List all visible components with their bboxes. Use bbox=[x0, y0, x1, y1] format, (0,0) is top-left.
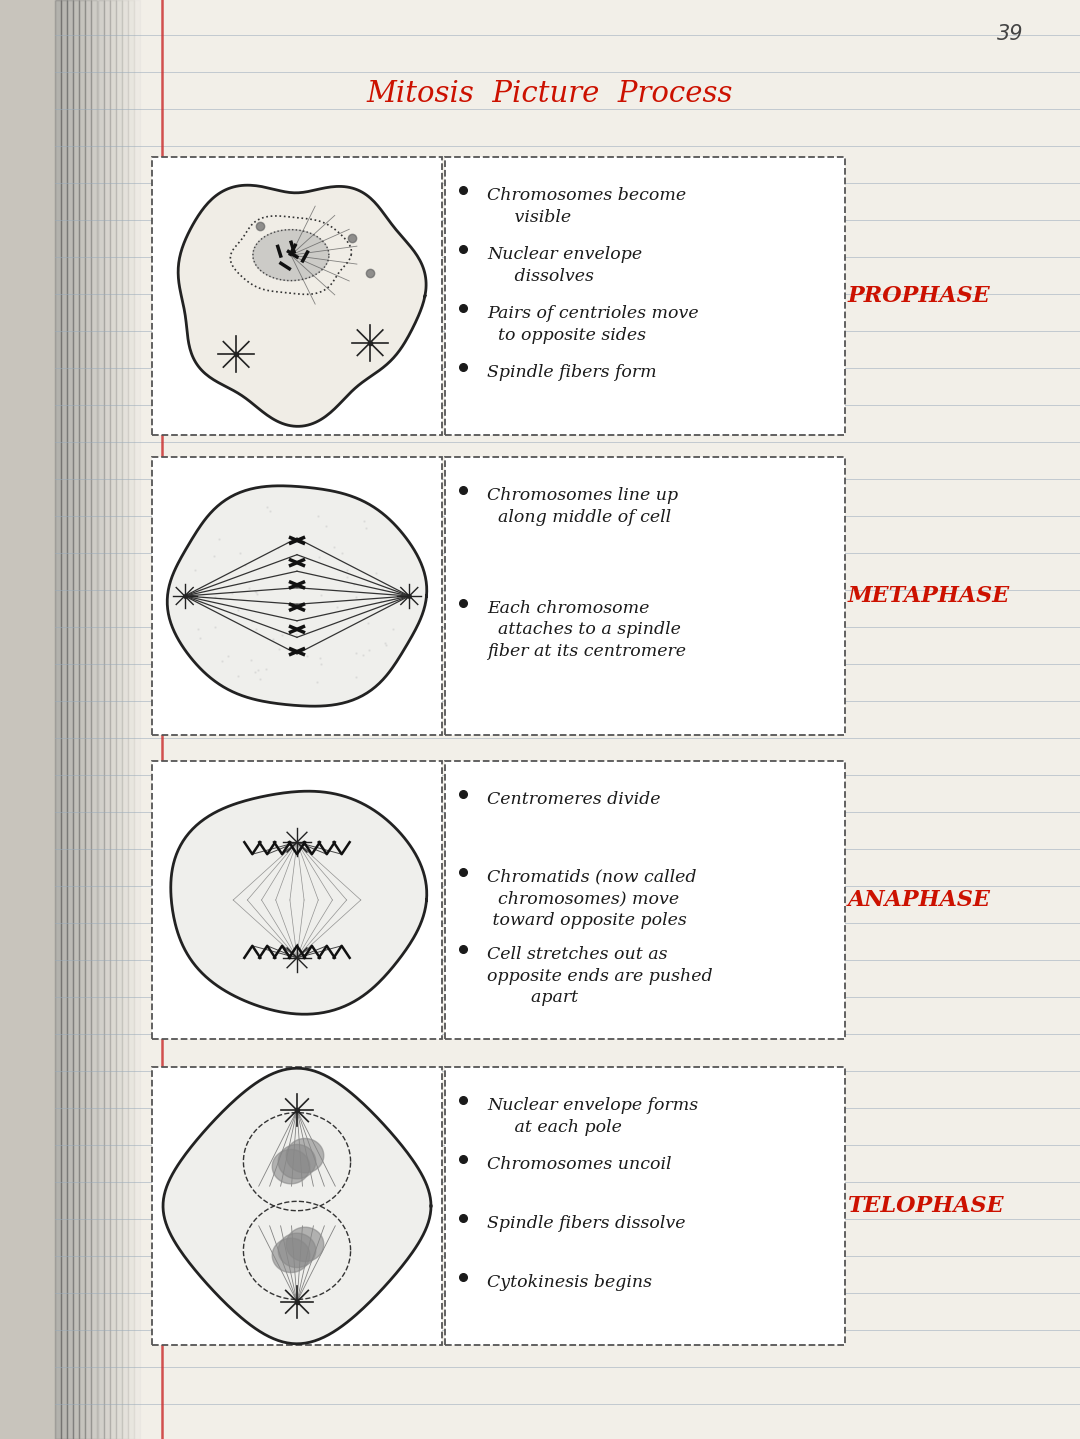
Bar bbox=[134, 0, 140, 1439]
Text: ANAPHASE: ANAPHASE bbox=[848, 889, 991, 911]
Polygon shape bbox=[178, 186, 427, 426]
Bar bbox=[92, 0, 97, 1439]
Bar bbox=[152, 1066, 442, 1345]
Bar bbox=[152, 761, 442, 1039]
Bar bbox=[122, 0, 127, 1439]
Bar bbox=[152, 157, 442, 435]
Text: Chromatids (now called
  chromosomes) move
 toward opposite poles: Chromatids (now called chromosomes) move… bbox=[487, 869, 697, 928]
Text: Cytokinesis begins: Cytokinesis begins bbox=[487, 1274, 652, 1291]
Bar bbox=[67, 0, 73, 1439]
Text: Each chromosome
  attaches to a spindle
fiber at its centromere: Each chromosome attaches to a spindle fi… bbox=[487, 600, 686, 661]
Text: Chromosomes uncoil: Chromosomes uncoil bbox=[487, 1156, 672, 1173]
Text: Nuclear envelope
     dissolves: Nuclear envelope dissolves bbox=[487, 246, 643, 285]
Bar bbox=[104, 0, 109, 1439]
Text: Chromosomes line up
  along middle of cell: Chromosomes line up along middle of cell bbox=[487, 486, 678, 525]
Polygon shape bbox=[163, 1068, 431, 1344]
Polygon shape bbox=[167, 486, 427, 707]
Bar bbox=[445, 1066, 845, 1345]
Polygon shape bbox=[279, 1233, 315, 1268]
Text: PROPHASE: PROPHASE bbox=[848, 285, 990, 307]
Text: Cell stretches out as
opposite ends are pushed
        apart: Cell stretches out as opposite ends are … bbox=[487, 945, 713, 1006]
Bar bbox=[110, 0, 116, 1439]
Bar bbox=[152, 458, 442, 735]
Bar bbox=[445, 458, 845, 735]
Polygon shape bbox=[55, 0, 1080, 1439]
Bar bbox=[140, 0, 146, 1439]
Text: Spindle fibers form: Spindle fibers form bbox=[487, 364, 657, 381]
Text: Mitosis  Picture  Process: Mitosis Picture Process bbox=[367, 81, 733, 108]
Text: Centromeres divide: Centromeres divide bbox=[487, 791, 661, 809]
Text: Pairs of centrioles move
  to opposite sides: Pairs of centrioles move to opposite sid… bbox=[487, 305, 699, 344]
Polygon shape bbox=[286, 1138, 324, 1173]
Text: Spindle fibers dissolve: Spindle fibers dissolve bbox=[487, 1215, 686, 1232]
Polygon shape bbox=[253, 230, 329, 281]
Bar bbox=[97, 0, 104, 1439]
Bar bbox=[62, 0, 67, 1439]
Bar bbox=[55, 0, 60, 1439]
Bar bbox=[73, 0, 79, 1439]
Polygon shape bbox=[279, 1144, 315, 1179]
Text: TELOPHASE: TELOPHASE bbox=[848, 1194, 1004, 1217]
Polygon shape bbox=[272, 1150, 310, 1184]
Text: 39: 39 bbox=[997, 24, 1023, 45]
Bar bbox=[79, 0, 85, 1439]
Text: Nuclear envelope forms
     at each pole: Nuclear envelope forms at each pole bbox=[487, 1097, 698, 1135]
Polygon shape bbox=[272, 1238, 310, 1272]
Bar bbox=[127, 0, 134, 1439]
Bar bbox=[445, 761, 845, 1039]
Bar bbox=[85, 0, 92, 1439]
Polygon shape bbox=[286, 1227, 324, 1262]
Text: Chromosomes become
     visible: Chromosomes become visible bbox=[487, 187, 686, 226]
Polygon shape bbox=[171, 791, 427, 1014]
Text: METAPHASE: METAPHASE bbox=[848, 586, 1010, 607]
Bar bbox=[116, 0, 122, 1439]
Bar bbox=[445, 157, 845, 435]
